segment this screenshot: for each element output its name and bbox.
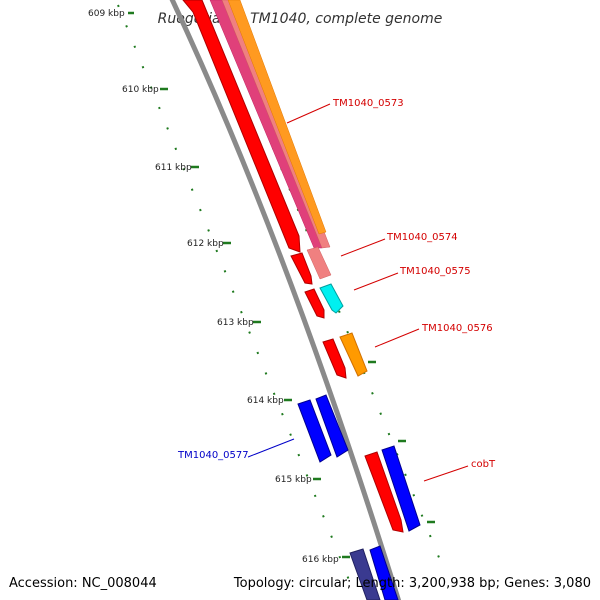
gene-arrow-tm1040-0573-d[interactable] [227,0,327,235]
gene-arrow-tm1040-0576-b[interactable] [339,332,368,377]
gene-arrow-tm1040-0574[interactable] [290,252,313,285]
accession-text: Accession: NC_008044 [9,576,157,591]
gene-arrow-tm1040-0574-b[interactable] [306,246,332,280]
gene-label-tm1040-0575[interactable]: TM1040_0575 [399,266,471,277]
gene-arrow-tm1040-0576[interactable] [322,338,347,379]
gene-arrow-bottom-b[interactable] [369,545,399,600]
gene-arrow-tm1040-0575[interactable] [304,288,325,319]
gene-arrow-cobt[interactable] [364,451,404,533]
genome-summary-text: Topology: circular; Length: 3,200,938 bp… [233,576,591,591]
tick-label-610: 610 kbp [122,85,159,95]
tick-label-611: 611 kbp [155,163,192,173]
tick-label-612: 612 kbp [187,239,224,249]
gene-arrow-tm1040-0577-b[interactable] [315,394,349,458]
tick-marks: 609 kbp 610 kbp 611 kbp 612 kbp 613 kbp … [88,9,350,565]
tick-label-613: 613 kbp [217,318,254,328]
gene-features [182,0,421,600]
gene-arrow-tm1040-0575-b[interactable] [319,283,344,314]
gene-arrow-bottom-a[interactable] [349,548,381,600]
tick-label-616: 616 kbp [302,555,339,565]
inner-guide-track [117,4,356,596]
gene-label-tm1040-0574[interactable]: TM1040_0574 [386,232,458,243]
tick-label-614: 614 kbp [247,396,284,406]
tick-label-615: 615 kbp [275,475,312,485]
tick-label-609: 609 kbp [88,9,125,19]
gene-label-tm1040-0573[interactable]: TM1040_0573 [332,98,404,109]
callout-lines [247,103,469,482]
gene-arrow-cobt-b[interactable] [381,445,421,532]
gene-label-tm1040-0577[interactable]: TM1040_0577 [177,450,249,461]
genome-backbone [169,0,402,600]
gene-arrow-tm1040-0573[interactable] [182,0,301,253]
gene-label-cobt[interactable]: cobT [471,459,496,470]
gene-labels: TM1040_0573 TM1040_0574 TM1040_0575 TM10… [177,98,496,470]
gene-label-tm1040-0576[interactable]: TM1040_0576 [421,323,493,334]
outer-track-ticks [368,360,435,524]
gene-arrow-tm1040-0577[interactable] [297,399,332,463]
